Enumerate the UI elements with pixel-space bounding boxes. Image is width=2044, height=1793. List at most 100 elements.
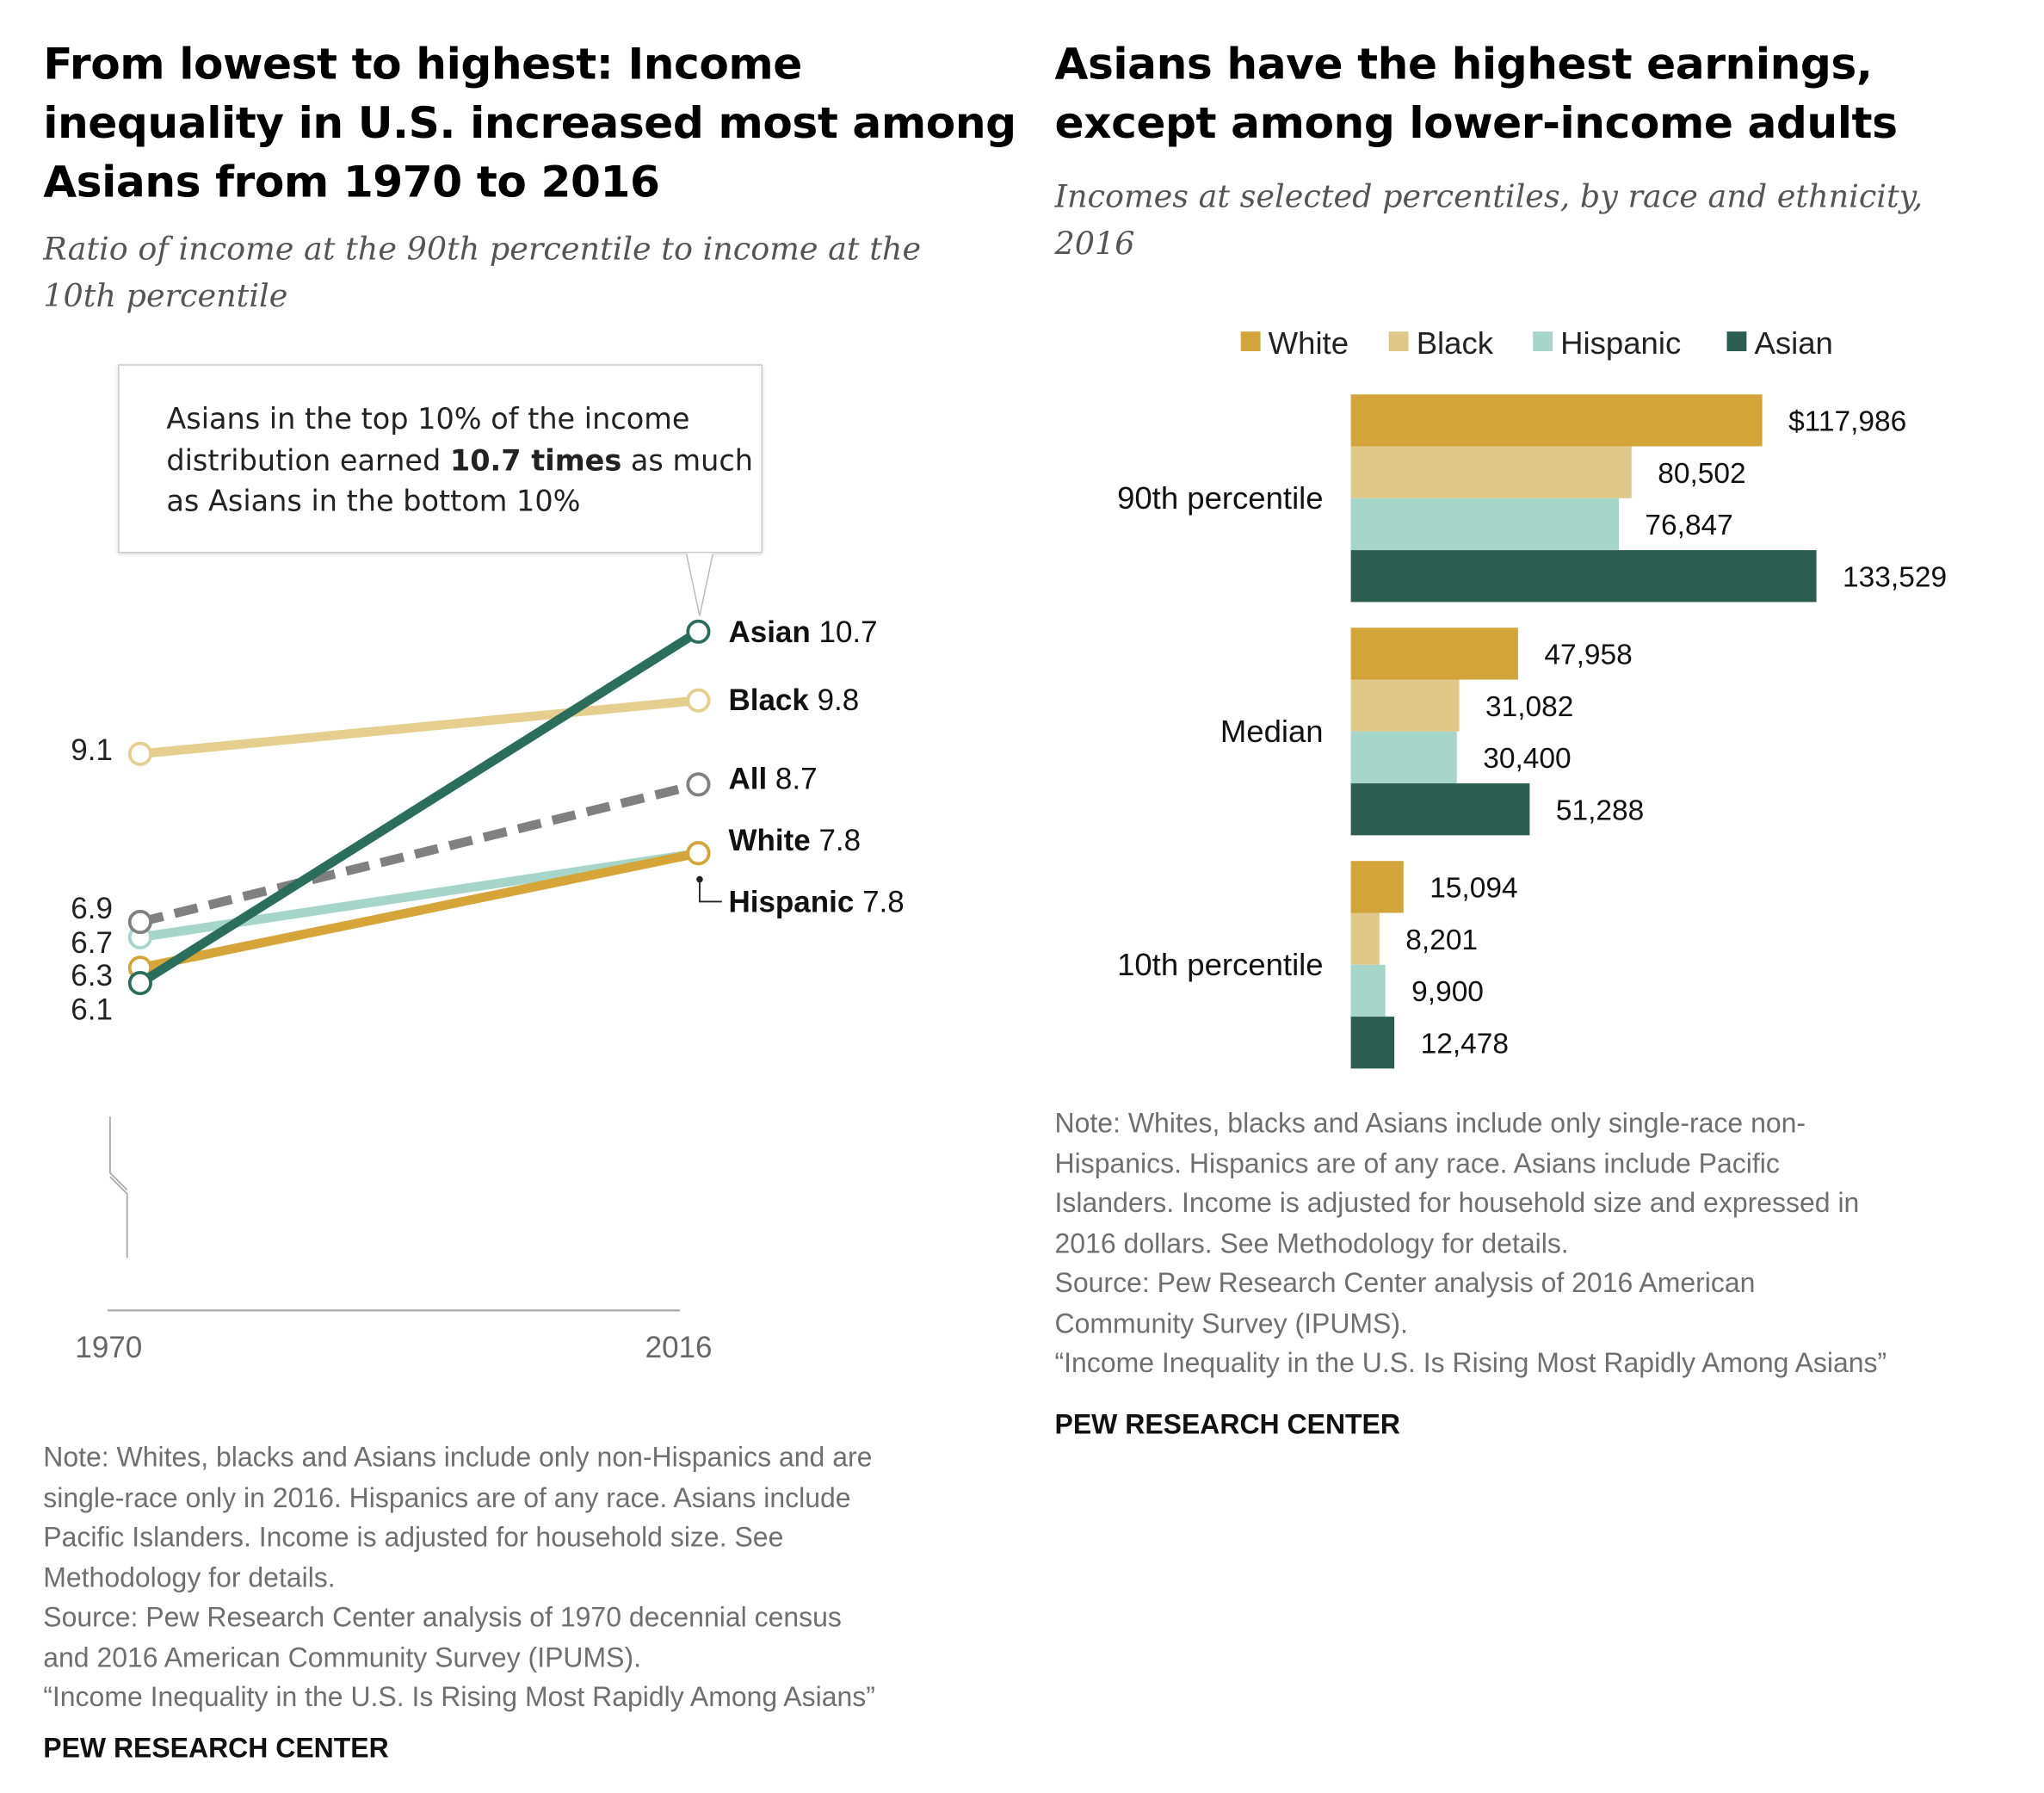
note-line: Methodology for details. bbox=[43, 1562, 336, 1593]
end-label: All 8.7 bbox=[728, 762, 817, 795]
x-tick-label: 2016 bbox=[645, 1331, 713, 1364]
data-point-asian bbox=[127, 970, 152, 996]
bar-value-label: 31,082 bbox=[1485, 691, 1573, 723]
note-line: Source: Pew Research Center analysis of … bbox=[1054, 1268, 1756, 1299]
data-point-black bbox=[686, 688, 711, 713]
callout-bold: 10.7 times bbox=[449, 444, 622, 478]
end-label-name: Hispanic bbox=[728, 886, 854, 919]
start-value-label: 6.7 bbox=[71, 926, 113, 960]
legend-label: Hispanic bbox=[1560, 325, 1681, 361]
data-point-black bbox=[127, 741, 152, 766]
end-label-name: All bbox=[728, 762, 767, 795]
bar-black bbox=[1350, 446, 1632, 498]
series-line-black bbox=[139, 696, 699, 759]
note-line: Community Survey (IPUMS). bbox=[1054, 1308, 1408, 1339]
note-line: “Income Inequality in the U.S. Is Rising… bbox=[1054, 1348, 1887, 1379]
bar-white bbox=[1350, 394, 1763, 447]
bar-value-label: 8,201 bbox=[1405, 924, 1478, 956]
subtitle-line: 2016 bbox=[1054, 225, 1135, 263]
data-point-all bbox=[686, 772, 711, 797]
end-label-value: 7.8 bbox=[818, 824, 861, 857]
note-line: 2016 dollars. See Methodology for detail… bbox=[1054, 1228, 1569, 1259]
subtitle-line: 10th percentile bbox=[43, 277, 288, 315]
callout-box: Asians in the top 10% of the income dist… bbox=[118, 364, 763, 553]
bar-value-label: 47,958 bbox=[1544, 640, 1632, 671]
series-line-all bbox=[139, 780, 700, 927]
subtitle-line: Incomes at selected percentiles, by race… bbox=[1054, 178, 1924, 215]
bar-black bbox=[1350, 912, 1380, 965]
hispanic-leader-line bbox=[699, 879, 722, 903]
end-label-name: Black bbox=[728, 683, 809, 717]
hispanic-leader-dot bbox=[696, 875, 703, 883]
left-notes: Note: Whites, blacks and Asians include … bbox=[43, 1439, 875, 1719]
series-line-asian bbox=[138, 628, 701, 987]
note-line: Hispanics. Hispanics are of any race. As… bbox=[1054, 1148, 1780, 1179]
end-label: Asian 10.7 bbox=[728, 615, 877, 649]
end-label-value: 10.7 bbox=[819, 615, 878, 649]
brand-logo-text: PEW RESEARCH CENTER bbox=[43, 1734, 389, 1765]
title-line: except among lower-income adults bbox=[1054, 96, 1898, 149]
bar-value-label: 30,400 bbox=[1483, 743, 1571, 775]
brand-logo-text: PEW RESEARCH CENTER bbox=[1054, 1410, 1400, 1441]
left-chart-subtitle: Ratio of income at the 90th percentile t… bbox=[43, 226, 921, 320]
bar-value-label: 76,847 bbox=[1645, 510, 1732, 541]
bar-value-label: $117,986 bbox=[1788, 406, 1906, 438]
legend-swatch-asian bbox=[1726, 331, 1747, 352]
title-line: Asians have the highest earnings, bbox=[1054, 38, 1873, 90]
note-line: Islanders. Income is adjusted for househ… bbox=[1054, 1188, 1860, 1219]
x-tick-label: 1970 bbox=[75, 1331, 142, 1364]
end-label-name: Asian bbox=[728, 615, 810, 649]
end-label: Hispanic 7.8 bbox=[728, 886, 904, 919]
note-line: and 2016 American Community Survey (IPUM… bbox=[43, 1642, 641, 1673]
bar-asian bbox=[1350, 783, 1530, 836]
callout-text: as much as Asians in the bottom 10% bbox=[166, 444, 754, 519]
bar-value-label: 9,900 bbox=[1411, 976, 1484, 1008]
note-line: single-race only in 2016. Hispanics are … bbox=[43, 1482, 851, 1513]
end-label: Black 9.8 bbox=[728, 683, 859, 717]
note-line: Source: Pew Research Center analysis of … bbox=[43, 1602, 842, 1633]
title-line: inequality in U.S. increased most among bbox=[43, 96, 1016, 149]
title-line: Asians from 1970 to 2016 bbox=[43, 156, 660, 207]
data-point-all bbox=[127, 909, 152, 935]
note-line: “Income Inequality in the U.S. Is Rising… bbox=[43, 1682, 875, 1713]
bar-hispanic bbox=[1350, 498, 1619, 551]
note-line: Note: Whites, blacks and Asians include … bbox=[1054, 1108, 1806, 1139]
callout-text: Asians in the top 10% of the income dist… bbox=[166, 403, 690, 478]
bar-asian bbox=[1350, 550, 1817, 603]
callout-pointer bbox=[685, 553, 713, 616]
bar-asian bbox=[1350, 1017, 1395, 1069]
line-chart: 1970 2016 9.1 6.96.76.36.1 Asian 10.7 Black 9… bbox=[71, 553, 905, 1364]
note-line: Note: Whites, blacks and Asians include … bbox=[43, 1443, 873, 1474]
bar-value-label: 15,094 bbox=[1430, 873, 1517, 905]
data-point-asian bbox=[686, 619, 711, 644]
bar-value-label: 12,478 bbox=[1421, 1028, 1509, 1060]
data-point-white bbox=[686, 841, 711, 866]
start-value-label: 9.1 bbox=[71, 733, 113, 767]
legend-swatch-hispanic bbox=[1533, 331, 1553, 352]
legend-label: White bbox=[1269, 325, 1349, 361]
legend-label: Black bbox=[1417, 325, 1494, 361]
right-notes: Note: Whites, blacks and Asians include … bbox=[1055, 1104, 1887, 1384]
bar-hispanic bbox=[1350, 731, 1457, 784]
legend-swatch-white bbox=[1240, 331, 1261, 352]
subtitle-line: Ratio of income at the 90th percentile t… bbox=[43, 230, 922, 268]
bar-value-label: 80,502 bbox=[1658, 458, 1745, 490]
start-value-label: 6.3 bbox=[71, 959, 113, 992]
note-line: Pacific Islanders. Income is adjusted fo… bbox=[43, 1523, 784, 1554]
legend-label: Asian bbox=[1754, 325, 1832, 361]
bar-hispanic bbox=[1350, 964, 1386, 1017]
start-value-label: 6.9 bbox=[71, 892, 113, 925]
bar-value-label: 133,529 bbox=[1843, 561, 1947, 593]
start-value-label: 6.1 bbox=[71, 992, 113, 1026]
bar-black bbox=[1350, 679, 1460, 732]
category-label: 10th percentile bbox=[1117, 947, 1324, 982]
category-label: Median bbox=[1220, 714, 1324, 749]
right-chart-title: Asians have the highest earnings, except… bbox=[1055, 34, 1898, 152]
category-label: 90th percentile bbox=[1117, 480, 1324, 516]
end-label-value: 7.8 bbox=[862, 886, 905, 919]
end-label-value: 9.8 bbox=[818, 683, 860, 717]
series-line-white bbox=[139, 848, 700, 973]
bar-value-label: 51,288 bbox=[1556, 794, 1644, 826]
right-chart-subtitle: Incomes at selected percentiles, by race… bbox=[1055, 173, 1924, 268]
